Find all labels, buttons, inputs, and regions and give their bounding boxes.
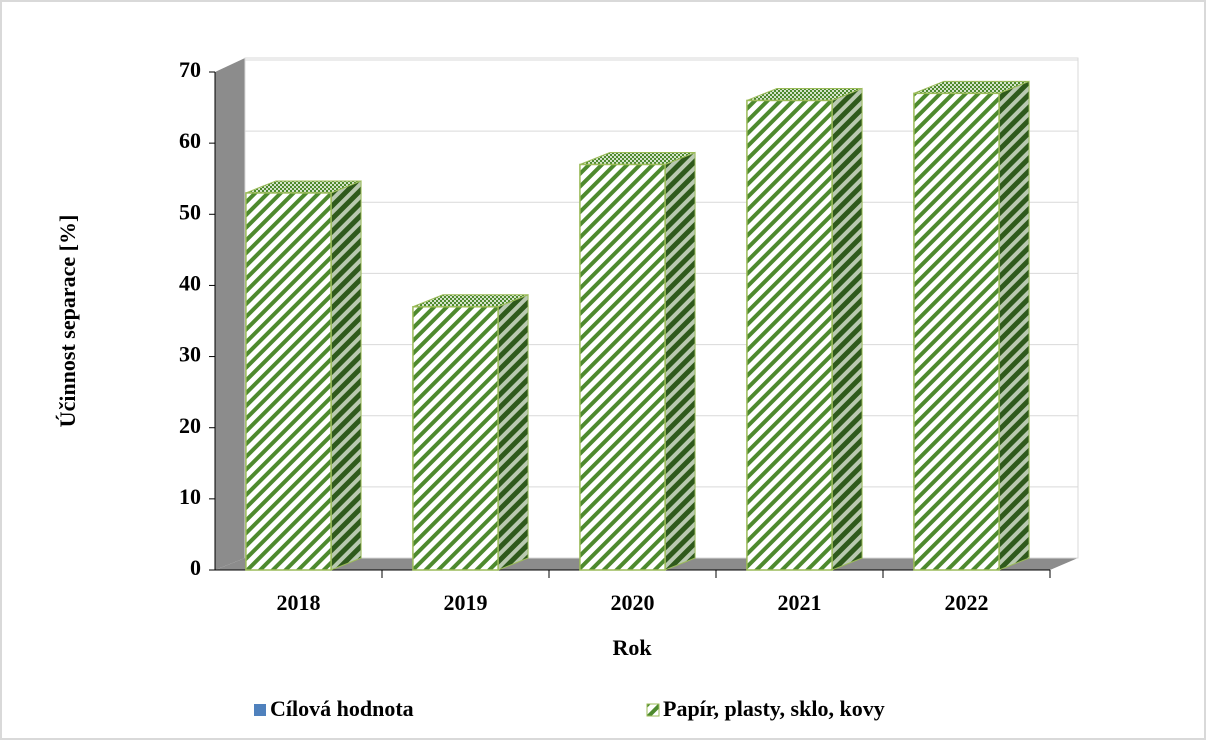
x-tick-label: 2019: [444, 590, 488, 615]
legend-label: Cílová hodnota: [270, 696, 414, 721]
bar-side: [330, 180, 362, 571]
x-tick-label: 2022: [945, 590, 989, 615]
legend-swatch: [646, 703, 660, 717]
bar-side: [497, 294, 529, 571]
y-axis-title: Účinnost separace [%]: [55, 215, 80, 428]
x-tick-label: 2020: [611, 590, 655, 615]
bar: [245, 192, 332, 571]
bar-side: [831, 87, 863, 571]
y-tick-label: 20: [179, 413, 201, 438]
x-tick-label: 2018: [277, 590, 321, 615]
bar: [412, 306, 499, 571]
x-tick-label: 2021: [778, 590, 822, 615]
bar: [913, 92, 1000, 571]
x-axis-title: Rok: [612, 635, 652, 660]
bar: [746, 99, 833, 571]
side-wall: [215, 58, 245, 570]
y-tick-label: 60: [179, 128, 201, 153]
y-tick-label: 30: [179, 342, 201, 367]
y-tick-label: 70: [179, 57, 201, 82]
y-tick-label: 50: [179, 199, 201, 224]
bar: [579, 163, 666, 571]
legend-swatch: [254, 704, 266, 716]
bar-side: [998, 80, 1030, 571]
bar-side: [664, 151, 696, 571]
y-tick-label: 10: [179, 484, 201, 509]
y-tick-label: 0: [190, 555, 201, 580]
legend-label: Papír, plasty, sklo, kovy: [663, 696, 885, 721]
y-tick-label: 40: [179, 270, 201, 295]
